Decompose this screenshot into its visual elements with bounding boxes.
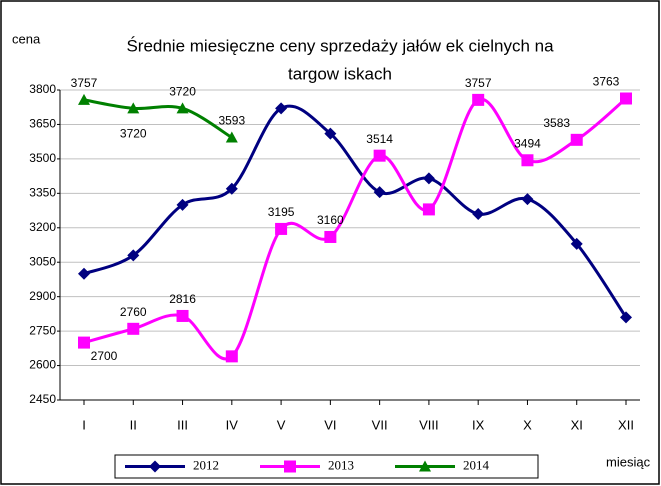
marker: [419, 460, 431, 472]
x-tick-label: V: [277, 417, 286, 432]
marker: [422, 172, 435, 185]
legend-label: 2012: [193, 457, 219, 472]
marker: [324, 230, 337, 243]
x-tick-label: VII: [372, 417, 388, 432]
marker: [176, 309, 189, 322]
data-label: 3763: [593, 75, 620, 89]
series-line: [83, 98, 233, 139]
y-tick-label: 3650: [29, 117, 56, 131]
data-label: 3720: [120, 127, 147, 141]
marker: [149, 460, 161, 473]
marker: [127, 322, 140, 335]
marker: [176, 198, 189, 211]
data-label: 3514: [366, 132, 393, 146]
data-label: 2760: [120, 305, 147, 319]
y-tick-label: 2900: [29, 289, 56, 303]
marker: [620, 92, 632, 105]
marker: [324, 127, 337, 140]
x-tick-label: II: [130, 417, 137, 432]
marker: [570, 237, 583, 250]
legend-label: 2014: [463, 457, 490, 472]
y-tick-label: 3800: [29, 82, 56, 96]
series-line: [83, 104, 628, 319]
marker: [225, 350, 238, 363]
x-tick-label: XII: [618, 417, 634, 432]
series: 3757 3720 3720 3593: [71, 76, 245, 143]
data-label: 3593: [218, 114, 245, 128]
marker: [570, 133, 583, 146]
marker: [127, 102, 140, 114]
data-label: 3160: [317, 213, 344, 227]
series-line: [83, 97, 627, 361]
x-tick-label: VI: [324, 417, 336, 432]
data-label: 3720: [169, 85, 196, 99]
marker: [472, 208, 485, 220]
y-tick-label: 2600: [29, 358, 56, 372]
chart-title: Średnie miesięczne ceny sprzedaży jałów …: [126, 36, 554, 55]
marker: [78, 93, 90, 105]
marker: [275, 222, 288, 235]
marker: [225, 182, 238, 195]
marker: [225, 131, 238, 143]
marker: [472, 93, 485, 106]
legend-box: [114, 454, 539, 479]
marker: [176, 102, 189, 114]
y-tick-label: 3500: [29, 151, 56, 165]
x-tick-label: VIII: [419, 417, 439, 432]
chart-title: targow iskach: [288, 64, 392, 83]
marker: [422, 203, 435, 216]
marker: [78, 267, 90, 280]
x-tick-label: IX: [472, 417, 485, 432]
data-label: 2700: [91, 349, 118, 363]
x-axis-label: miesiąc: [606, 454, 651, 469]
marker: [284, 460, 296, 473]
y-tick-label: 2750: [29, 323, 56, 337]
marker: [275, 102, 288, 115]
legend-label: 2013: [328, 457, 354, 472]
y-tick-label: 2450: [29, 392, 56, 406]
y-tick-label: 3350: [29, 186, 56, 200]
y-tick-label: 3050: [29, 254, 56, 268]
marker: [373, 149, 386, 162]
data-label: 3494: [514, 136, 541, 150]
y-tick-label: 3200: [29, 220, 56, 234]
data-label: 3195: [268, 205, 295, 219]
data-label: 3757: [71, 76, 98, 90]
data-label: 3583: [543, 116, 570, 130]
y-axis-label: cena: [12, 31, 41, 46]
x-tick-label: I: [82, 417, 86, 432]
marker: [620, 311, 632, 324]
marker: [373, 186, 386, 199]
x-tick-label: III: [177, 417, 188, 432]
x-tick-label: XI: [571, 417, 583, 432]
marker: [521, 193, 534, 206]
series: [78, 102, 632, 324]
marker: [127, 249, 140, 262]
marker: [521, 154, 534, 167]
data-label: 3757: [465, 76, 492, 90]
x-tick-label: X: [523, 417, 532, 432]
marker: [78, 336, 90, 349]
x-tick-label: IV: [226, 417, 239, 432]
data-label: 2816: [169, 292, 196, 306]
